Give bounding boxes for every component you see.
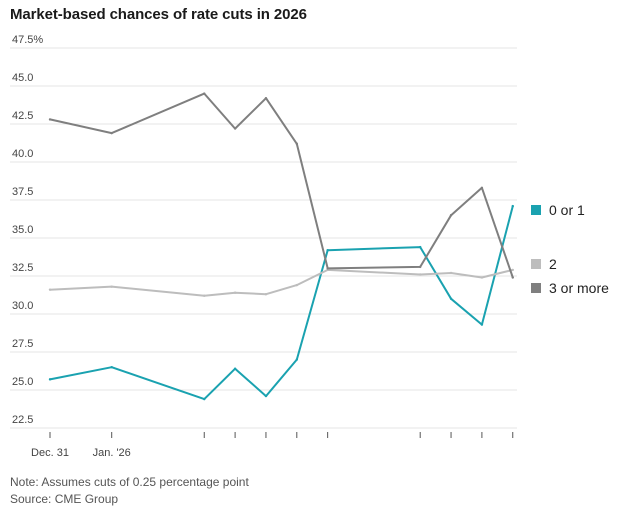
data-point xyxy=(511,268,514,272)
y-tick-label: 37.5 xyxy=(12,186,33,198)
data-point xyxy=(233,367,237,370)
data-point xyxy=(480,323,484,326)
series-line xyxy=(49,205,514,401)
series-line xyxy=(49,268,514,297)
y-tick-label: 42.5 xyxy=(12,110,33,122)
data-point xyxy=(295,283,298,287)
y-tick-label: 45.0 xyxy=(12,72,33,84)
chart-note: Note: Assumes cuts of 0.25 percentage po… xyxy=(10,475,249,489)
data-point xyxy=(110,131,113,135)
data-point xyxy=(419,245,422,249)
y-tick-label: 40.0 xyxy=(12,148,33,160)
y-tick-label: 32.5 xyxy=(12,262,33,274)
data-point xyxy=(48,378,52,381)
data-point xyxy=(449,214,453,217)
data-point xyxy=(480,186,484,190)
y-axis-ticks: 22.5 25.0 27.5 30.0 32.5 35.0 37.5 40.0 42.5 45.0… xyxy=(12,34,43,426)
legend-swatch xyxy=(531,259,541,269)
data-point xyxy=(233,127,237,130)
data-point xyxy=(326,248,329,252)
data-point xyxy=(295,358,298,361)
data-point xyxy=(110,285,113,288)
data-point xyxy=(511,204,514,208)
series-line xyxy=(49,92,514,279)
data-point xyxy=(326,267,329,270)
x-tick-label: Dec. 31 xyxy=(31,447,69,459)
data-point xyxy=(264,96,268,100)
y-tick-label: 22.5 xyxy=(12,414,33,426)
data-point xyxy=(233,291,237,294)
chart-title: Market-based chances of rate cuts in 202… xyxy=(10,6,307,23)
legend-label: 2 xyxy=(549,256,557,272)
data-point xyxy=(203,294,206,297)
x-tick-label: Jan. '26 xyxy=(93,447,131,459)
data-point xyxy=(203,92,206,95)
gridlines xyxy=(10,47,517,429)
data-point xyxy=(449,271,453,275)
y-tick-label: 27.5 xyxy=(12,338,33,350)
legend-swatch xyxy=(531,205,541,215)
y-tick-label: 25.0 xyxy=(12,376,33,388)
x-axis-ticks: Dec. 31 Jan. '26 xyxy=(31,432,514,459)
legend: 0 or 1 2 3 or more xyxy=(531,202,609,296)
chart-source: Source: CME Group xyxy=(10,492,119,506)
data-point xyxy=(48,288,52,291)
data-point xyxy=(264,293,268,296)
data-point xyxy=(449,297,453,300)
data-point xyxy=(295,142,298,145)
data-point xyxy=(264,394,268,398)
y-tick-label: 30.0 xyxy=(12,300,33,312)
data-point xyxy=(419,273,422,276)
line-chart: 22.5 25.0 27.5 30.0 32.5 35.0 37.5 40.0 42.5 45.0… xyxy=(10,34,609,459)
legend-swatch xyxy=(531,283,541,293)
data-point xyxy=(419,265,422,269)
legend-label: 0 or 1 xyxy=(549,202,585,218)
y-tick-label: 35.0 xyxy=(12,224,33,236)
y-tick-label: 47.5% xyxy=(12,34,43,46)
data-point xyxy=(48,118,52,121)
chart-footer: Note: Assumes cuts of 0.25 percentage po… xyxy=(10,474,249,508)
data-point xyxy=(480,276,484,279)
data-point xyxy=(110,366,113,369)
legend-label: 3 or more xyxy=(549,280,609,296)
data-point xyxy=(511,276,514,279)
data-point xyxy=(203,397,206,401)
series-lines xyxy=(48,92,514,401)
